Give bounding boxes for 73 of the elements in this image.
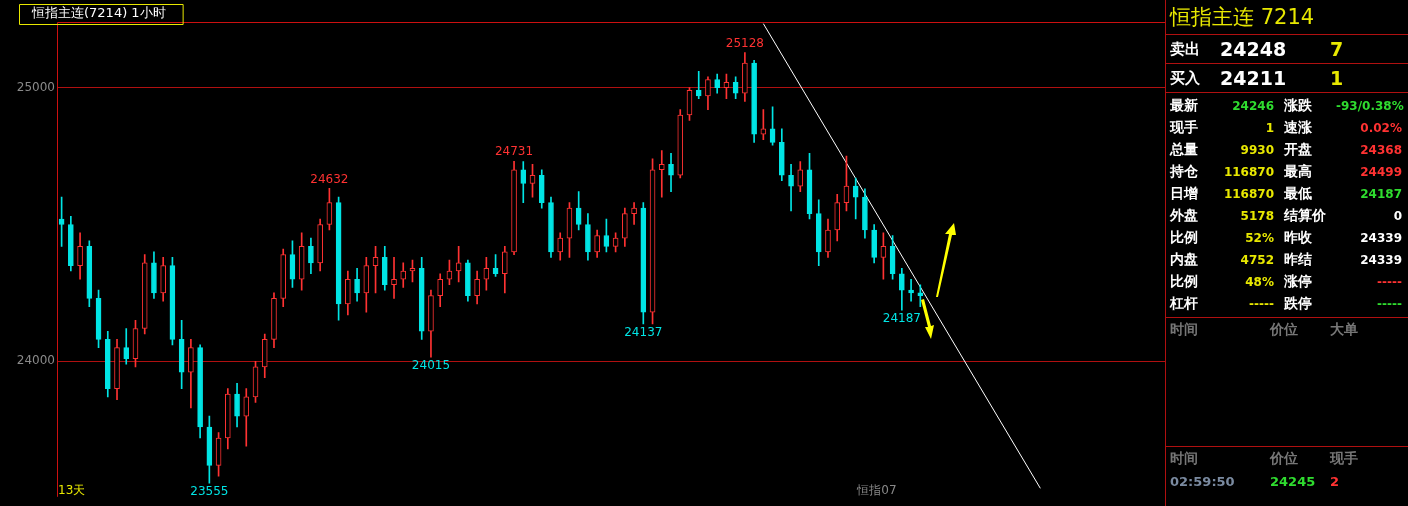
text: 涨停 [1284,273,1313,291]
text: 时间 [1170,450,1199,468]
candlestick [391,257,397,299]
text: 24368 [1359,143,1402,157]
text: -93/0.38% [1336,99,1404,113]
chart-title: 恒指主连(7214) 1小时 [31,5,166,21]
text: 外盘 [1170,207,1199,225]
annotation: 24015 [411,358,451,373]
text: 价位 [1270,321,1299,339]
text: 7 [1330,38,1345,60]
text: 买入 [1170,68,1201,88]
text: 24245 [1270,473,1317,489]
text: 日增 [1170,185,1199,203]
annotation: 恒指07 [856,482,897,497]
text: 比例 [1170,229,1199,247]
text: 24246 [1231,99,1274,113]
text: 1 [1264,121,1274,135]
text: 卖出 [1170,39,1201,59]
annotation: 24632 [310,171,349,186]
text: 24211 [1220,67,1288,89]
text: 52% [1244,231,1274,245]
text: 涨跌 [1284,97,1313,115]
text: ----- [1376,297,1402,311]
text: 价位 [1270,450,1299,468]
candlestick [788,163,794,212]
text: 5178 [1239,209,1274,223]
text: 大单 [1330,321,1359,339]
annotation: 24137 [624,324,663,339]
text: 昨收 [1284,229,1313,247]
text: 0 [1392,209,1402,223]
candlestick [631,202,637,225]
text: 杠杆 [1170,295,1199,313]
text: 02:59:50 [1170,473,1236,489]
text: 1 [1330,67,1345,89]
text: 现手 [1330,450,1359,468]
text: 最低 [1284,185,1313,203]
annotation: 25128 [725,35,764,50]
text: 内盘 [1170,251,1199,269]
text: 最高 [1284,163,1313,181]
annotation: 24731 [494,144,534,159]
y-tick-label: 24000 [16,353,55,368]
text: 9930 [1239,143,1274,157]
text: 现手 [1170,119,1199,137]
text: 昨结 [1284,251,1313,269]
candlestick [658,150,665,198]
text: 跌停 [1284,295,1313,313]
text: 24248 [1220,38,1288,60]
text: 结算价 [1284,207,1327,225]
text: 0.02% [1359,121,1402,135]
text: 24187 [1359,187,1402,201]
text: 116870 [1222,165,1274,179]
text: ----- [1248,297,1274,311]
text: 开盘 [1284,141,1313,159]
text: 持仓 [1170,163,1199,181]
text: 48% [1244,275,1274,289]
text: 4752 [1239,253,1274,267]
text: 时间 [1170,321,1199,339]
candlestick [695,70,702,99]
text: 恒指主连 7214 [1166,0,1408,35]
text: 总量 [1170,141,1199,159]
text: 24339 [1359,253,1402,267]
annotation: 23555 [190,484,229,499]
y-tick-label: 25000 [16,79,55,94]
annotation: 13天 [58,482,86,497]
text: 速涨 [1284,119,1313,137]
text: 最新 [1170,97,1199,115]
text: 24499 [1359,165,1402,179]
text: 2 [1330,473,1341,489]
text: 24339 [1359,231,1402,245]
text: 比例 [1170,273,1199,291]
annotation: 24187 [882,311,921,326]
text: 116870 [1222,187,1274,201]
text: ----- [1376,275,1402,289]
